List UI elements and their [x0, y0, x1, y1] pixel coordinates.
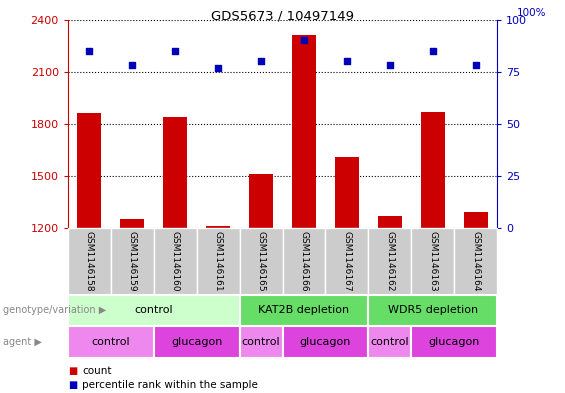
Bar	[249, 174, 273, 228]
Text: GSM1146160: GSM1146160	[171, 231, 180, 292]
Text: percentile rank within the sample: percentile rank within the sample	[82, 380, 258, 390]
Bar	[197, 228, 240, 295]
Text: ■: ■	[68, 380, 77, 390]
Point	[428, 48, 437, 54]
Text: glucagon: glucagon	[300, 337, 351, 347]
Bar	[335, 157, 359, 228]
Bar	[282, 326, 368, 358]
Text: GSM1146159: GSM1146159	[128, 231, 137, 292]
Bar	[368, 228, 411, 295]
Bar	[68, 228, 111, 295]
Text: KAT2B depletion: KAT2B depletion	[258, 305, 350, 316]
Bar	[77, 113, 101, 228]
Bar	[325, 228, 368, 295]
Bar	[154, 228, 197, 295]
Bar	[206, 226, 230, 228]
Bar	[454, 228, 497, 295]
Bar	[411, 326, 497, 358]
Y-axis label: 100%: 100%	[517, 7, 546, 18]
Bar	[292, 35, 316, 228]
Point	[214, 64, 223, 71]
Text: GSM1146167: GSM1146167	[342, 231, 351, 292]
Bar	[240, 228, 282, 295]
Bar	[111, 228, 154, 295]
Bar	[464, 212, 488, 228]
Bar	[378, 216, 402, 228]
Bar	[240, 326, 282, 358]
Bar	[120, 219, 144, 228]
Text: WDR5 depletion: WDR5 depletion	[388, 305, 478, 316]
Text: GSM1146164: GSM1146164	[471, 231, 480, 292]
Point	[385, 62, 394, 69]
Bar	[421, 112, 445, 228]
Point	[299, 37, 308, 44]
Point	[171, 48, 180, 54]
Text: control: control	[134, 305, 173, 316]
Bar	[240, 295, 368, 326]
Text: GSM1146165: GSM1146165	[257, 231, 266, 292]
Text: control: control	[371, 337, 409, 347]
Point	[85, 48, 94, 54]
Text: glucagon: glucagon	[171, 337, 222, 347]
Text: GSM1146162: GSM1146162	[385, 231, 394, 292]
Point	[128, 62, 137, 69]
Bar	[163, 117, 187, 228]
Bar	[68, 326, 154, 358]
Bar	[411, 228, 454, 295]
Point	[257, 58, 266, 64]
Text: control: control	[92, 337, 130, 347]
Text: count: count	[82, 366, 111, 376]
Bar	[368, 295, 497, 326]
Point	[471, 62, 480, 69]
Text: GSM1146158: GSM1146158	[85, 231, 94, 292]
Text: GSM1146163: GSM1146163	[428, 231, 437, 292]
Text: GDS5673 / 10497149: GDS5673 / 10497149	[211, 10, 354, 23]
Text: GSM1146161: GSM1146161	[214, 231, 223, 292]
Bar	[154, 326, 240, 358]
Point	[342, 58, 351, 64]
Text: glucagon: glucagon	[429, 337, 480, 347]
Text: GSM1146166: GSM1146166	[299, 231, 308, 292]
Text: ■: ■	[68, 366, 77, 376]
Text: control: control	[242, 337, 280, 347]
Text: genotype/variation ▶: genotype/variation ▶	[3, 305, 106, 316]
Bar	[368, 326, 411, 358]
Bar	[68, 295, 240, 326]
Text: agent ▶: agent ▶	[3, 337, 42, 347]
Bar	[282, 228, 325, 295]
